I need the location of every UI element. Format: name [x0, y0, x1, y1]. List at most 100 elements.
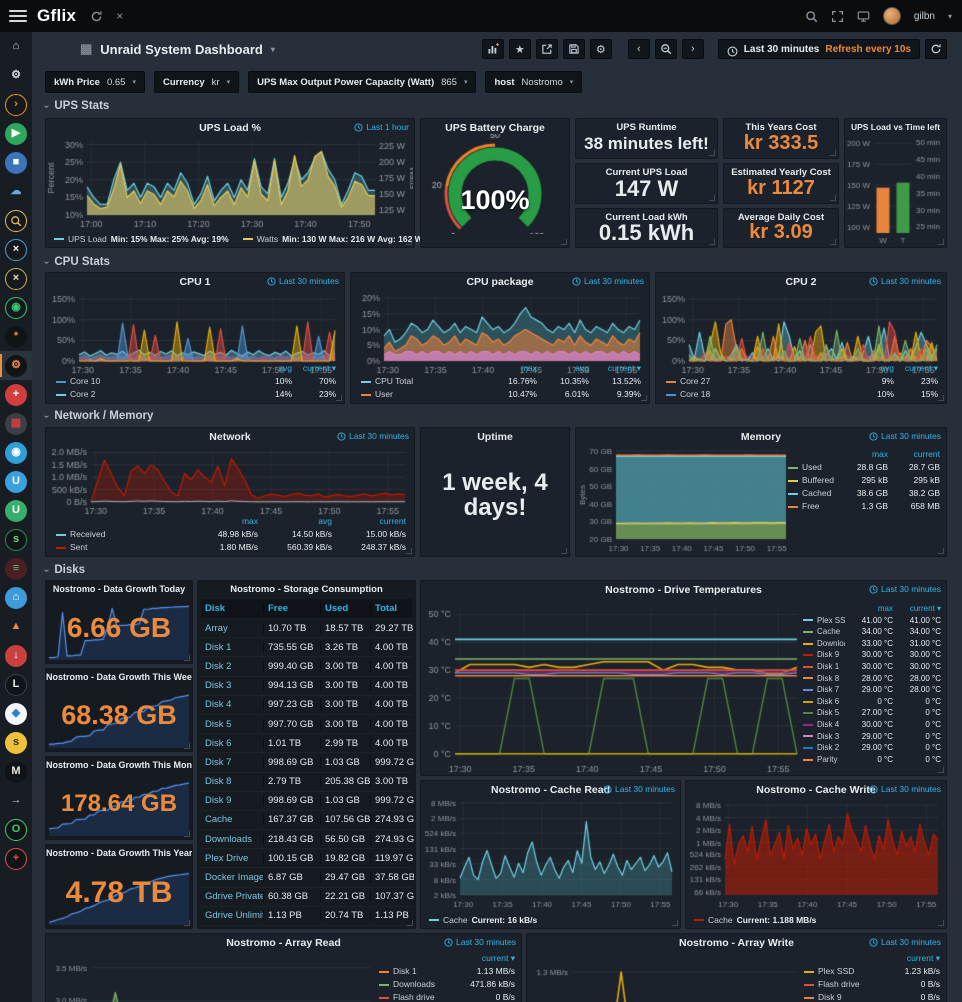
column-header[interactable]: Free: [263, 603, 320, 614]
ups-battery-gauge[interactable]: [422, 134, 568, 234]
legend-series-name[interactable]: Disk 7: [803, 684, 845, 696]
legend-series-name[interactable]: Free: [788, 500, 836, 513]
cache-write-chart[interactable]: [687, 797, 944, 909]
app-krusader-icon[interactable]: ▦: [0, 409, 32, 438]
app-cloud-icon[interactable]: ☁: [0, 177, 32, 206]
app-gitlab-icon[interactable]: ▲: [0, 612, 32, 641]
variable-value[interactable]: kr: [211, 76, 220, 88]
legend-series-name[interactable]: Disk 9: [804, 991, 872, 1002]
dashboard-title[interactable]: ▦ Unraid System Dashboard ▾: [80, 41, 275, 57]
app-sushi-icon[interactable]: s: [0, 525, 32, 554]
disk-name[interactable]: Disk 5: [205, 718, 232, 730]
legend-series-name[interactable]: Disk 1: [803, 661, 845, 673]
zoom-out-button[interactable]: [654, 39, 677, 59]
app-plex-icon[interactable]: ▶: [0, 119, 32, 148]
variable-kwh-price[interactable]: kWh Price 0.65 ▾: [45, 71, 145, 93]
time-range-badge[interactable]: Last 30 minutes: [869, 276, 941, 286]
time-range-badge[interactable]: Last 30 minutes: [444, 937, 516, 947]
panel-title[interactable]: Current UPS Load: [605, 167, 688, 178]
legend-series-name[interactable]: Core 10: [56, 375, 248, 388]
legend-item[interactable]: Cache Current: 1.188 MB/s: [694, 915, 816, 925]
legend-series-name[interactable]: Disk 3: [803, 731, 845, 743]
array-write-chart[interactable]: [528, 950, 804, 1002]
app-unraid-settings-icon[interactable]: ⚙: [0, 351, 32, 380]
legend-column-header[interactable]: avg: [880, 363, 894, 373]
settings-gear-icon[interactable]: ⚙: [0, 61, 32, 90]
panel-title[interactable]: Nostromo - Storage Consumption: [230, 584, 383, 595]
legend-series-name[interactable]: Cache: [803, 626, 845, 638]
panel-title[interactable]: CPU 1: [179, 276, 211, 288]
legend-series-name[interactable]: Disk 9: [803, 649, 845, 661]
panel-title[interactable]: CPU package: [466, 276, 534, 288]
disk-name[interactable]: Disk 9: [205, 795, 232, 807]
column-header[interactable]: Disk: [205, 603, 226, 614]
legend-item[interactable]: Cache Current: 16 kB/s: [429, 915, 537, 925]
legend-series-name[interactable]: Sent: [56, 541, 184, 554]
panel-title[interactable]: UPS Battery Charge: [445, 122, 545, 134]
section-ups-stats[interactable]: › UPS Stats: [41, 100, 110, 112]
section-network-memory[interactable]: › Network / Memory: [41, 410, 154, 422]
legend-series-name[interactable]: Disk 8: [803, 673, 845, 685]
app-homeassistant-icon[interactable]: ⌂: [0, 583, 32, 612]
app-syncthing-icon[interactable]: ◉: [0, 438, 32, 467]
menu-icon[interactable]: [9, 10, 27, 22]
legend-column-header[interactable]: max: [520, 363, 537, 373]
disk-name[interactable]: Disk 4: [205, 699, 232, 711]
cpu-package-chart[interactable]: [352, 289, 648, 375]
app-health-icon[interactable]: +: [0, 844, 32, 873]
legend-series-name[interactable]: Core 27: [666, 375, 850, 388]
disk-name[interactable]: Downloads: [205, 833, 252, 845]
app-unmanic-icon[interactable]: U: [0, 467, 32, 496]
legend-column-header[interactable]: current ▾: [481, 953, 515, 963]
legend-column-header[interactable]: max: [871, 449, 888, 459]
search-icon[interactable]: [805, 10, 818, 23]
time-range-badge[interactable]: Last 30 minutes: [572, 276, 644, 286]
legend-series-name[interactable]: User: [361, 388, 485, 401]
legend-series-name[interactable]: Core 2: [56, 388, 248, 401]
disk-name[interactable]: Disk 2: [205, 660, 232, 672]
refresh-interval[interactable]: Refresh every 10s: [825, 43, 911, 55]
panel-title[interactable]: CPU 2: [785, 276, 817, 288]
app-logo[interactable]: Gflix: [37, 6, 77, 25]
legend-series-name[interactable]: Downloads: [379, 978, 447, 991]
panel-title[interactable]: Uptime: [477, 431, 513, 443]
signout-icon[interactable]: →: [0, 786, 32, 815]
legend-column-header[interactable]: avg: [575, 363, 589, 373]
legend-series-name[interactable]: Received: [56, 528, 184, 541]
variable-value[interactable]: 0.65: [106, 76, 126, 88]
avatar[interactable]: [882, 7, 901, 25]
panel-title[interactable]: Memory: [740, 431, 782, 443]
panel-title[interactable]: Nostromo - Array Read: [226, 937, 341, 949]
column-header[interactable]: Used: [320, 603, 370, 614]
network-chart[interactable]: [47, 444, 413, 516]
time-forward-button[interactable]: ›: [681, 39, 704, 59]
disk-name[interactable]: Gdrive Unlimited: [205, 910, 263, 922]
disk-name[interactable]: Cache: [205, 814, 233, 826]
variable-currency[interactable]: Currency kr ▾: [153, 71, 240, 93]
legend-series-name[interactable]: Cached: [788, 487, 836, 500]
settings-button[interactable]: ⚙: [589, 39, 612, 59]
time-back-button[interactable]: ‹: [627, 39, 650, 59]
growth-year-sparkline[interactable]: [47, 863, 191, 927]
variable-ups-max-output-power-capacity-watt-[interactable]: UPS Max Output Power Capacity (Watt) 865 ▾: [248, 71, 477, 93]
app-network-icon[interactable]: *: [0, 322, 32, 351]
legend-column-header[interactable]: avg: [318, 516, 332, 526]
panel-title[interactable]: Nostromo - Cache Read: [490, 784, 611, 796]
variable-value[interactable]: 865: [441, 76, 457, 88]
legend-series-name[interactable]: CPU Total: [361, 375, 485, 388]
legend-column-header[interactable]: current ▾: [302, 363, 336, 373]
cpu1-chart[interactable]: [47, 289, 343, 375]
legend-series-name[interactable]: Buffered: [788, 474, 836, 487]
refresh-button[interactable]: [925, 39, 947, 59]
app-lazy-icon[interactable]: L: [0, 670, 32, 699]
section-disks[interactable]: › Disks: [41, 564, 86, 576]
time-range-badge[interactable]: Last 30 minutes: [869, 431, 941, 441]
panel-title[interactable]: Current Load kWh: [605, 212, 688, 223]
time-range-badge[interactable]: Last 1 hour: [354, 122, 409, 132]
legend-series-name[interactable]: Plex SSD: [803, 615, 845, 627]
panel-title[interactable]: Nostromo - Drive Temperatures: [605, 584, 762, 596]
panel-title[interactable]: UPS Runtime: [616, 122, 677, 133]
app-droplet-icon[interactable]: ◆: [0, 699, 32, 728]
app-search-icon[interactable]: [0, 206, 32, 235]
legend-series-name[interactable]: Disk 5: [803, 707, 845, 719]
